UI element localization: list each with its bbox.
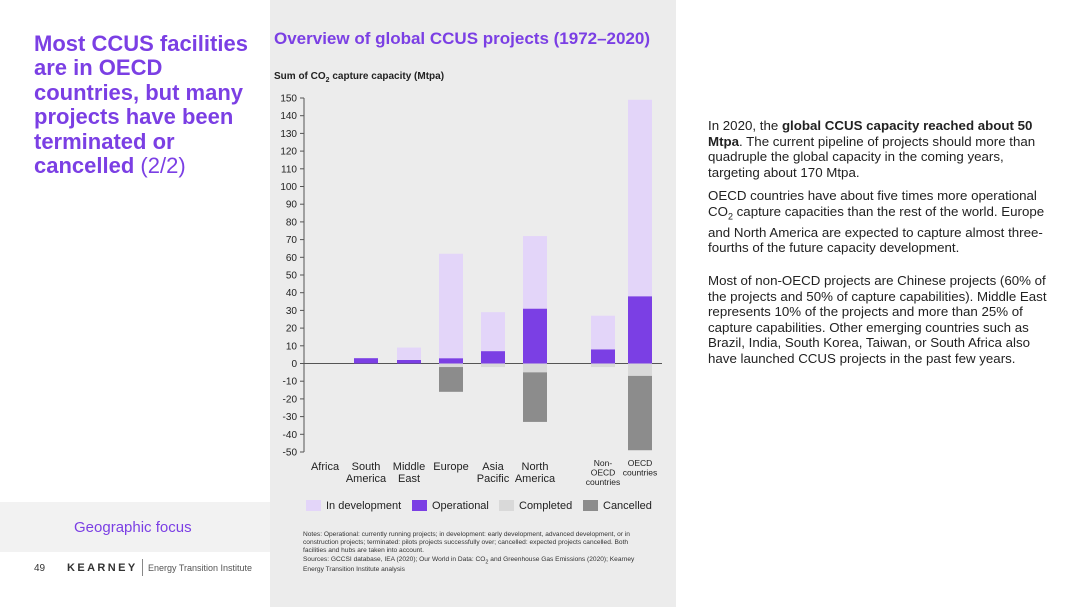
x-category-label: Middle East (393, 461, 425, 485)
paragraph-oecd: OECD countries have about five times mor… (708, 188, 1053, 256)
page-number: 49 (34, 563, 46, 574)
notes-sources-suffix: and Greenhouse Gas Emissions (2020); Kea… (303, 555, 635, 574)
bar-non-oecd-countries-completed (591, 363, 615, 368)
bar-north-america-in-development (523, 236, 547, 309)
y-tick-label: 40 (286, 288, 298, 299)
p1-lead: In 2020, the (708, 118, 782, 133)
x-category-label: North America (515, 461, 556, 485)
legend-swatch-operational (412, 500, 427, 511)
notes-sources-subscript: 2 (485, 558, 489, 565)
bar-europe-in-development (439, 253, 463, 359)
y-tick-label: 90 (286, 200, 298, 211)
geographic-focus-label: Geographic focus (74, 519, 192, 536)
legend-item-completed: Completed (499, 500, 572, 512)
bar-north-america-cancelled (523, 372, 547, 422)
bar-europe-operational (439, 358, 463, 364)
brand-divider (142, 559, 143, 576)
bar-europe-cancelled (439, 367, 463, 392)
x-category-label: Non-OECD countries (586, 458, 621, 487)
p2-rest: capture capacities than the rest of the … (708, 203, 1045, 256)
x-category-label: Asia Pacific (477, 461, 510, 485)
y-tick-label: -50 (283, 448, 298, 459)
ccus-bar-chart: 1501401301201101009080706050403020100-10… (280, 94, 662, 487)
y-tick-label: -40 (283, 430, 298, 441)
y-tick-label: -30 (283, 412, 298, 423)
y-tick-label: 50 (286, 271, 298, 282)
notes-sources-prefix: Sources: GCCSI database, IEA (2020); Our… (303, 555, 486, 563)
legend-item-operational: Operational (412, 500, 489, 512)
notes-definitions: Notes: Operational: currently running pr… (303, 531, 630, 555)
legend-label-cancelled: Cancelled (603, 500, 652, 512)
bar-oecd-countries-cancelled (628, 375, 652, 451)
bar-asia-pacific-operational (481, 351, 505, 364)
y-tick-label: -10 (283, 377, 298, 388)
p1-highlight: global CCUS capacity reached about 50 Mt… (708, 118, 1033, 149)
legend-swatch-in-development (306, 500, 321, 511)
y-tick-label: 130 (280, 129, 297, 140)
headline-suffix: (2/2) (140, 153, 186, 179)
notes-sources: Sources: GCCSI database, IEA (2020); Our… (303, 556, 649, 575)
bar-oecd-countries-in-development (628, 99, 652, 297)
bar-middle-east-in-development (397, 347, 421, 360)
bar-middle-east-operational (397, 359, 421, 364)
legend-label-operational: Operational (432, 500, 489, 512)
bar-north-america-completed (523, 363, 547, 373)
y-axis-label-subscript: 2 (325, 77, 330, 84)
chart-notes: Notes: Operational: currently running pr… (303, 531, 649, 574)
p2-subscript: 2 (727, 211, 733, 222)
p2-lead: OECD countries have about five times mor… (708, 188, 1037, 219)
bar-north-america-operational (523, 308, 547, 364)
paragraph-global-capacity: In 2020, the global CCUS capacity reache… (708, 118, 1053, 180)
legend-label-in-development: In development (326, 500, 402, 512)
y-tick-label: 20 (286, 324, 298, 335)
legend-item-cancelled: Cancelled (583, 500, 652, 512)
y-axis-label: Sum of CO2 capture capacity (Mtpa) (274, 71, 444, 84)
bar-asia-pacific-completed (481, 363, 505, 368)
right-panel: In 2020, the global CCUS capacity reache… (676, 0, 1080, 607)
legend-label-completed: Completed (519, 500, 573, 512)
bar-europe-completed (439, 363, 463, 368)
focus-band (0, 502, 270, 552)
slide-headline: Most CCUS facilities are in OECD countri… (34, 31, 259, 179)
p1-rest: . The current pipeline of projects shoul… (708, 133, 1036, 180)
legend-item-in-development: In development (306, 500, 401, 512)
y-tick-label: 80 (286, 217, 298, 228)
bar-non-oecd-countries-in-development (591, 315, 615, 350)
x-category-label: South America (346, 461, 387, 485)
chart-title: Overview of global CCUS projects (1972–2… (274, 29, 651, 48)
y-tick-label: 30 (286, 306, 298, 317)
y-axis-label-part-2: capture capacity (Mtpa) (329, 71, 445, 82)
legend-swatch-completed (499, 500, 514, 511)
y-tick-label: 10 (286, 341, 298, 352)
x-category-label: Europe (433, 461, 468, 473)
bar-non-oecd-countries-operational (591, 349, 615, 364)
bar-oecd-countries-operational (628, 296, 652, 364)
bar-south-america-operational (354, 358, 378, 364)
y-axis-label-part-1: Sum of CO (274, 71, 326, 82)
y-tick-label: 140 (280, 111, 297, 122)
brand-logo: KEARNEY (67, 562, 138, 574)
x-category-label: Africa (311, 461, 340, 473)
y-tick-label: 70 (286, 235, 298, 246)
left-panel: Most CCUS facilities are in OECD countri… (0, 0, 270, 607)
y-tick-label: 110 (281, 164, 297, 175)
y-tick-label: 120 (280, 147, 297, 158)
y-tick-label: 100 (280, 182, 297, 193)
chart-panel: Overview of global CCUS projects (1972–2… (270, 0, 676, 607)
paragraph-non-oecd: Most of non-OECD projects are Chinese pr… (708, 273, 1047, 366)
y-tick-label: 60 (286, 253, 298, 264)
y-tick-label: -20 (283, 394, 298, 405)
y-tick-label: 0 (291, 359, 297, 370)
bar-asia-pacific-in-development (481, 312, 505, 352)
bar-oecd-countries-completed (628, 363, 652, 376)
x-category-label: OECD countries (623, 458, 658, 478)
y-tick-label: 150 (280, 94, 297, 105)
legend-swatch-cancelled (583, 500, 598, 511)
brand-subtitle: Energy Transition Institute (148, 563, 253, 573)
headline-main: Most CCUS facilities are in OECD countri… (34, 31, 248, 179)
